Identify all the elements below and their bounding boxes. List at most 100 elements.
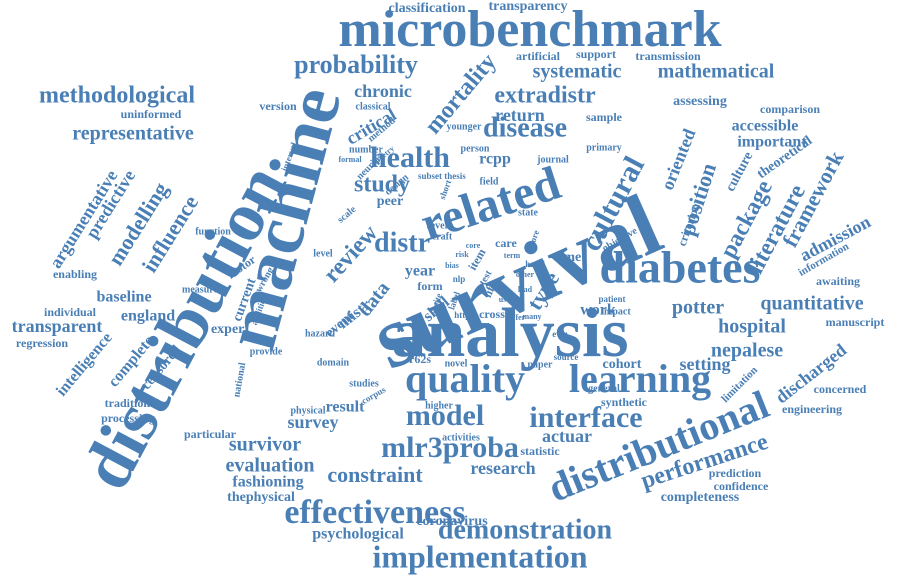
word-engineering: engineering bbox=[782, 402, 842, 416]
word-artificial: artificial bbox=[516, 49, 561, 63]
word-nlp: nlp bbox=[453, 274, 466, 284]
word-interface: interface bbox=[529, 401, 642, 434]
word-work: work bbox=[580, 302, 616, 319]
word-formal: formal bbox=[338, 155, 362, 164]
word-hazard: hazard bbox=[305, 328, 335, 339]
word-transparency: transparency bbox=[488, 0, 567, 14]
word-term: term bbox=[504, 251, 521, 260]
word-higher: higher bbox=[425, 400, 453, 411]
word-quantitative: quantitative bbox=[760, 293, 863, 315]
word-rcpp: rcpp bbox=[479, 151, 511, 168]
word-awaiting: awaiting bbox=[816, 274, 860, 288]
word-nepalese: nepalese bbox=[711, 340, 783, 362]
word-statistic: statistic bbox=[520, 444, 560, 458]
word-risk: risk bbox=[455, 250, 469, 259]
word-younger: younger bbox=[447, 121, 483, 132]
word-psychological: psychological bbox=[312, 526, 404, 543]
word-site: site bbox=[430, 292, 444, 308]
word-systematic: systematic bbox=[533, 61, 622, 83]
word-traditional: traditional bbox=[105, 396, 160, 410]
word-mathematical: mathematical bbox=[658, 61, 775, 83]
word-setting: setting bbox=[680, 354, 731, 374]
word-potter: potter bbox=[672, 297, 724, 319]
word-impact: impact bbox=[601, 306, 631, 317]
word-thesis: thesis bbox=[444, 171, 466, 181]
word-completeness: completeness bbox=[661, 490, 740, 505]
word-constraint: constraint bbox=[327, 462, 423, 487]
word-expert: expert bbox=[211, 322, 249, 337]
word-person: person bbox=[461, 143, 490, 154]
word-https: https bbox=[454, 310, 474, 320]
word-demonstration: demonstration bbox=[438, 514, 613, 545]
word-care: care bbox=[495, 236, 517, 250]
word-coronavirus: coronavirus bbox=[416, 514, 488, 529]
word-studies: studies bbox=[349, 378, 379, 389]
word-level: level bbox=[313, 248, 333, 259]
word-cross: cross bbox=[479, 307, 505, 321]
word-enabling: enabling bbox=[53, 267, 97, 281]
word-physical: physical bbox=[290, 405, 325, 416]
word-diabetes: diabetes bbox=[600, 242, 761, 293]
word-state: state bbox=[518, 207, 539, 218]
word-severe: severe bbox=[427, 220, 454, 231]
word-baseline: baseline bbox=[96, 289, 151, 306]
word-uninformed: uninformed bbox=[121, 107, 182, 121]
word-many: many bbox=[522, 312, 541, 321]
word-england: england bbox=[121, 308, 175, 325]
word-hand: hand bbox=[525, 259, 545, 269]
word-ewu: ewu bbox=[552, 329, 568, 339]
word-classical: classical bbox=[356, 101, 391, 112]
word-disease: disease bbox=[483, 112, 567, 143]
word-transparent: transparent bbox=[12, 316, 103, 336]
word-regression: regression bbox=[16, 336, 69, 350]
word-classification: classification bbox=[389, 1, 466, 16]
word-model: model bbox=[406, 399, 484, 432]
word-core: core bbox=[466, 241, 481, 250]
word-support: support bbox=[576, 47, 616, 61]
word-research: research bbox=[470, 458, 535, 478]
word-comparison: comparison bbox=[760, 102, 820, 116]
word-manuscript: manuscript bbox=[826, 315, 885, 329]
word-lead: lead bbox=[518, 285, 533, 294]
word-microbenchmark: microbenchmark bbox=[338, 1, 721, 58]
word-fashioning: fashioning bbox=[232, 474, 303, 491]
word-field: field bbox=[480, 176, 499, 187]
word-patient: patient bbox=[599, 294, 626, 304]
word-form: form bbox=[417, 279, 442, 293]
word-analysis: analysis bbox=[391, 295, 628, 372]
word-survey: survey bbox=[288, 412, 339, 432]
word-evaluation: evaluation bbox=[226, 455, 315, 477]
word-scale: scale bbox=[335, 204, 358, 226]
word-number: number bbox=[349, 144, 383, 155]
word-methodological: methodological bbox=[39, 83, 195, 109]
word-individual: individual bbox=[44, 305, 97, 319]
word-year: year bbox=[405, 263, 435, 280]
word-mlr3proba: mlr3proba bbox=[381, 431, 519, 464]
word-other: other bbox=[516, 270, 535, 279]
word-particular: particular bbox=[184, 427, 237, 441]
word-probability: probability bbox=[294, 50, 418, 79]
word-processing: processing bbox=[101, 411, 155, 425]
word-accessible: accessible bbox=[732, 118, 799, 135]
word-thephysical: thephysical bbox=[227, 490, 295, 505]
word-version: version bbox=[259, 99, 297, 113]
word-health: health bbox=[370, 141, 450, 174]
word-craft: craft bbox=[432, 231, 453, 242]
word-cohort: cohort bbox=[603, 357, 642, 372]
word-domain: domain bbox=[317, 357, 350, 368]
word-actuar: actuar bbox=[542, 426, 592, 446]
word-result: result bbox=[326, 399, 365, 416]
word-provide: provide bbox=[250, 346, 283, 357]
word-quality: quality bbox=[405, 356, 525, 401]
word-time: time bbox=[555, 250, 581, 265]
word-offer: offer bbox=[509, 313, 526, 322]
word-function: function bbox=[195, 226, 231, 237]
word-concerned: concerned bbox=[814, 382, 867, 396]
word-source: source bbox=[554, 352, 579, 362]
word-assessing: assessing bbox=[673, 94, 727, 109]
word-implementation: implementation bbox=[372, 538, 587, 574]
word-bias: bias bbox=[445, 261, 459, 270]
word-hospital: hospital bbox=[718, 316, 786, 338]
